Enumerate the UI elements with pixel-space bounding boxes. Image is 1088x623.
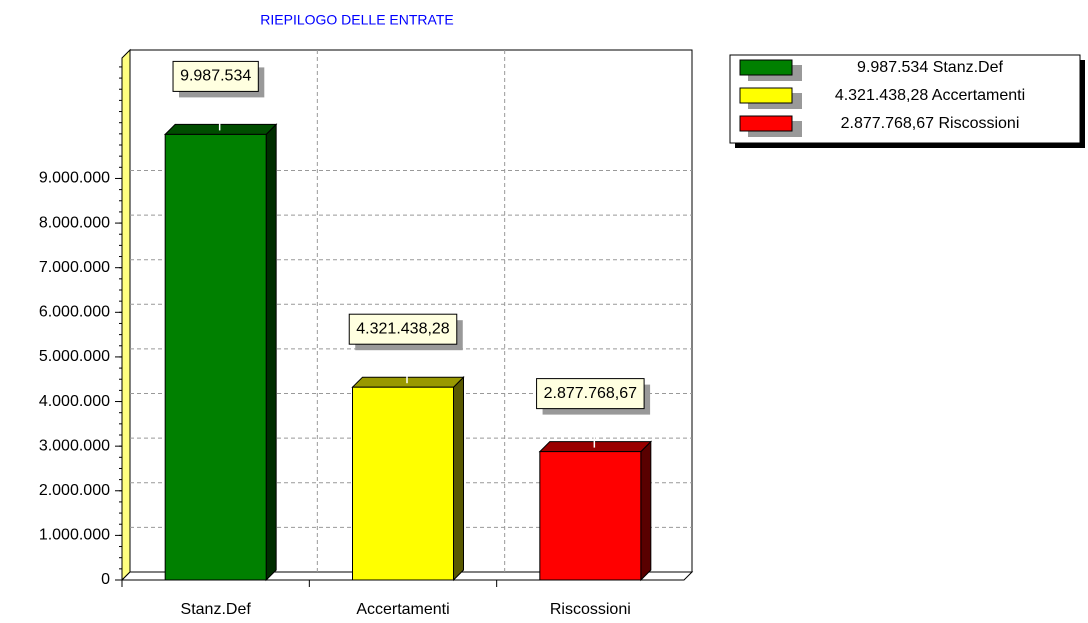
x-tick-label: Accertamenti <box>356 601 449 618</box>
legend-name: Stanz.Def <box>933 59 1004 76</box>
data-label: 9.987.534 <box>180 68 251 85</box>
legend-value: 2.877.768,67 <box>841 115 935 132</box>
bar-top <box>351 376 465 388</box>
y-tick-label: 6.000.000 <box>39 304 110 321</box>
y-tick-label: 5.000.000 <box>39 348 110 365</box>
legend-entry: 2.877.768,67 Riscossioni <box>841 115 1020 132</box>
data-label: 2.877.768,67 <box>544 385 638 402</box>
legend-value: 9.987.534 <box>857 59 928 76</box>
x-tick-label: Stanz.Def <box>181 601 252 618</box>
bar-top <box>538 441 653 453</box>
label-box <box>536 378 645 410</box>
y-tick-label: 9.000.000 <box>39 170 110 187</box>
chart-title: RIEPILOGO DELLE ENTRATE <box>260 12 453 28</box>
legend-entry: 4.321.438,28 Accertamenti <box>835 87 1025 104</box>
y-tick-label: 2.000.000 <box>39 482 110 499</box>
data-label: 4.321.438,28 <box>356 320 450 337</box>
y-tick-label: 8.000.000 <box>39 214 110 231</box>
y-tick-label: 3.000.000 <box>39 437 110 454</box>
y-tick-label: 1.000.000 <box>39 527 110 544</box>
bar-side <box>265 123 277 582</box>
data-label-group: 2.877.768,67 <box>536 378 651 415</box>
bar <box>539 451 642 581</box>
bar-side <box>640 440 652 582</box>
x-tick-label: Riscossioni <box>550 601 631 618</box>
legend-name: Accertamenti <box>932 87 1025 104</box>
bar-top <box>163 123 278 135</box>
label-box <box>172 60 259 92</box>
legend-swatch <box>739 115 793 132</box>
legend-value: 4.321.438,28 <box>835 87 929 104</box>
y-tick-label: 4.000.000 <box>39 393 110 410</box>
label-box <box>348 313 458 345</box>
legend-swatch <box>739 59 793 76</box>
legend-swatch <box>739 87 793 104</box>
y-tick-label: 7.000.000 <box>39 259 110 276</box>
data-label-group: 4.321.438,28 <box>348 313 463 351</box>
data-label-group: 9.987.534 <box>172 60 265 98</box>
bar-side <box>453 375 464 582</box>
bar <box>164 133 267 581</box>
left-wall <box>121 48 131 582</box>
y-tick-label: 0 <box>101 571 110 588</box>
legend-name: Riscossioni <box>938 115 1019 132</box>
legend-entry: 9.987.534 Stanz.Def <box>857 59 1003 76</box>
bar <box>352 386 454 581</box>
